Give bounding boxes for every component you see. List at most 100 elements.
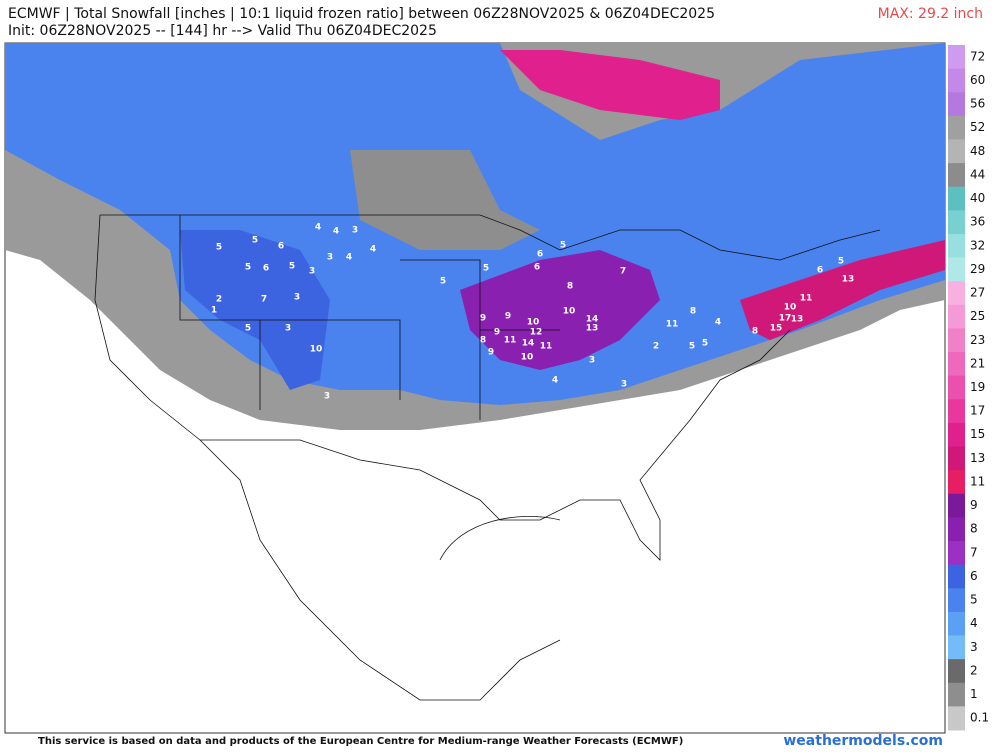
colorbar-swatch <box>948 352 965 377</box>
colorbar-label: 72 <box>970 49 985 63</box>
snow-amount: 4 <box>346 253 352 263</box>
colorbar-swatch <box>948 281 965 306</box>
snow-amount: 9 <box>480 314 486 324</box>
colorbar-label: 27 <box>970 286 985 300</box>
colorbar-label: 40 <box>970 191 985 205</box>
snow-amount: 14 <box>522 339 535 349</box>
colorbar-label: 0.1 <box>970 711 989 725</box>
snow-amount: 2 <box>216 295 222 305</box>
colorbar-swatch <box>948 45 965 70</box>
colorbar-label: 1 <box>970 687 978 701</box>
snow-amount: 10 <box>563 307 576 317</box>
colorbar-label: 4 <box>970 616 978 630</box>
snow-amount: 3 <box>309 267 315 277</box>
colorbar-swatch <box>948 470 965 495</box>
snow-amount: 6 <box>263 264 269 274</box>
title: ECMWF | Total Snowfall [inches | 10:1 li… <box>8 6 715 22</box>
snow-amount: 10 <box>521 353 534 363</box>
snow-amount: 7 <box>620 267 626 277</box>
snow-amount: 15 <box>770 324 783 334</box>
colorbar-label: 36 <box>970 215 985 229</box>
snow-amount: 5 <box>702 339 708 349</box>
colorbar-label: 8 <box>970 522 978 536</box>
snow-amount: 7 <box>261 295 267 305</box>
snow-amount: 8 <box>690 307 696 317</box>
colorbar-label: 13 <box>970 451 985 465</box>
colorbar-swatch <box>948 163 965 188</box>
colorbar-swatch <box>948 115 965 140</box>
colorbar-swatch <box>948 635 965 660</box>
snow-amount: 8 <box>567 282 573 292</box>
colorbar-swatch <box>948 92 965 117</box>
colorbar-swatch <box>948 257 965 282</box>
max-label: MAX: 29.2 inch <box>878 6 983 22</box>
snow-amount: 6 <box>534 263 540 273</box>
snow-amount: 5 <box>560 241 566 251</box>
colorbar-swatch <box>948 659 965 684</box>
colorbar-label: 52 <box>970 120 985 134</box>
snow-amount: 4 <box>715 318 721 328</box>
colorbar-label: 11 <box>970 474 985 488</box>
colorbar-label: 15 <box>970 427 985 441</box>
colorbar-swatch <box>948 493 965 518</box>
snow-amount: 2 <box>653 342 659 352</box>
snow-amount: 9 <box>505 312 511 322</box>
snow-amount: 4 <box>333 227 339 237</box>
snow-amount: 17 <box>779 314 792 324</box>
snow-amount: 11 <box>800 294 813 304</box>
snow-amount: 3 <box>327 253 333 263</box>
snow-amount: 14 <box>586 315 599 325</box>
colorbar-swatch <box>948 399 965 424</box>
colorbar-swatch <box>948 304 965 329</box>
snow-amount: 11 <box>504 336 517 346</box>
snow-amount: 5 <box>689 342 695 352</box>
snow-amount: 3 <box>324 392 330 402</box>
snow-amount: 5 <box>252 236 258 246</box>
colorbar-swatch <box>948 233 965 259</box>
colorbar-label: 17 <box>970 404 985 418</box>
snow-amount: 6 <box>278 242 284 252</box>
colorbar-label: 5 <box>970 593 978 607</box>
colorbar-swatch <box>948 328 965 353</box>
colorbar-label: 19 <box>970 380 985 394</box>
snow-amount: 10 <box>310 345 323 355</box>
colorbar-swatch <box>948 682 965 707</box>
colorbar-label: 25 <box>970 309 985 323</box>
colorbar-swatch <box>948 422 965 448</box>
colorbar-label: 23 <box>970 333 985 347</box>
colorbar-label: 21 <box>970 356 985 370</box>
colorbar-label: 48 <box>970 144 985 158</box>
snow-amount: 13 <box>586 324 599 334</box>
snow-amount: 3 <box>621 380 627 390</box>
colorbar-label: 44 <box>970 167 985 181</box>
snow-amount: 5 <box>245 324 251 334</box>
colorbar-label: 56 <box>970 97 985 111</box>
site-name[interactable]: weathermodels.com <box>783 733 943 749</box>
snow-amount: 5 <box>216 243 222 253</box>
colorbar-label: 2 <box>970 663 978 677</box>
colorbar-label: 32 <box>970 238 985 252</box>
snow-amount: 5 <box>838 257 844 267</box>
colorbar-label: 6 <box>970 569 978 583</box>
colorbar-swatch <box>948 139 965 164</box>
snow-amount: 1 <box>211 306 217 316</box>
snow-amount: 3 <box>352 226 358 236</box>
snow-amount: 13 <box>791 315 804 325</box>
snow-amount: 13 <box>842 275 855 285</box>
snow-amount: 6 <box>817 266 823 276</box>
colorbar-label: 3 <box>970 640 978 654</box>
colorbar-swatch <box>948 517 965 542</box>
colorbar-label: 60 <box>970 73 985 87</box>
colorbar-label: 29 <box>970 262 985 276</box>
snow-amount: 9 <box>488 348 494 358</box>
snow-amount: 8 <box>752 327 758 337</box>
snow-amount: 10 <box>784 303 797 313</box>
colorbar-swatch <box>948 706 965 731</box>
snow-amount: 3 <box>294 293 300 303</box>
colorbar-swatch <box>948 186 965 211</box>
colorbar-label: 9 <box>970 498 978 512</box>
snow-amount: 11 <box>666 320 679 330</box>
